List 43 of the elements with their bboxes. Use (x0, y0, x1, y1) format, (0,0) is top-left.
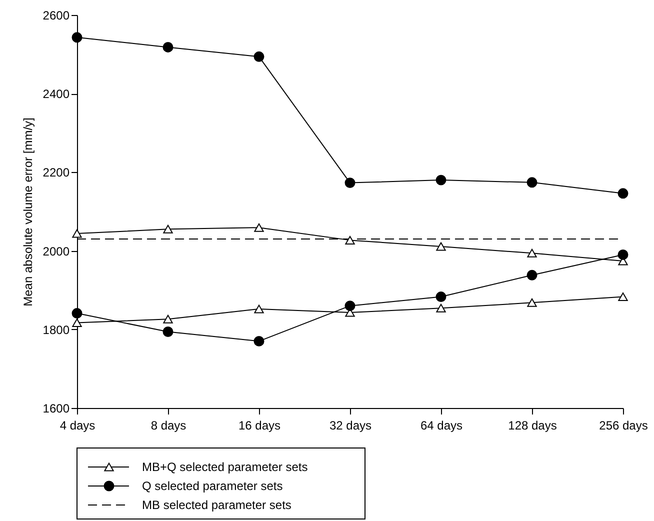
point (526, 270, 538, 280)
point (163, 314, 173, 324)
point (162, 326, 174, 337)
point (162, 42, 174, 52)
y-tick-label: 2400 (42, 87, 70, 102)
y-tick-label: 2200 (42, 166, 70, 180)
point (527, 298, 537, 307)
point (254, 304, 264, 314)
y-tick-label: 2000 (42, 244, 70, 258)
y-tick-label: 1800 (42, 322, 70, 337)
point (345, 236, 355, 244)
point (72, 308, 82, 319)
point (72, 229, 82, 238)
point (254, 223, 264, 232)
y-axis-title: Mean absolute volume error [mm/y] (20, 118, 35, 306)
point (618, 292, 628, 302)
point (344, 300, 356, 312)
point (436, 242, 446, 251)
x-tick-label: 256 days (599, 418, 648, 432)
x-tick-label: 8 days (150, 418, 186, 432)
x-tick-label: 32 days (329, 418, 372, 432)
point (436, 292, 446, 302)
point (163, 224, 173, 234)
point (254, 336, 264, 346)
point (254, 51, 264, 62)
legend-label: Q selected parameter sets (142, 479, 283, 493)
point (618, 249, 628, 260)
point (527, 248, 537, 258)
legend-label: MB+Q selected parameter sets (142, 460, 308, 474)
y-tick-label: 2600 (42, 8, 70, 22)
point (72, 318, 82, 327)
point (618, 188, 628, 199)
x-tick-label: 16 days (238, 418, 281, 432)
x-tick-label: 64 days (420, 418, 463, 432)
point (72, 32, 82, 43)
legend-label: MB selected parameter sets (142, 498, 292, 512)
y-tick-label: 1600 (42, 402, 70, 416)
point (344, 178, 356, 188)
x-tick-label: 128 days (508, 418, 557, 432)
point (436, 304, 446, 312)
x-tick-label: 4 days (60, 418, 96, 432)
point (436, 174, 446, 186)
point (526, 177, 538, 188)
